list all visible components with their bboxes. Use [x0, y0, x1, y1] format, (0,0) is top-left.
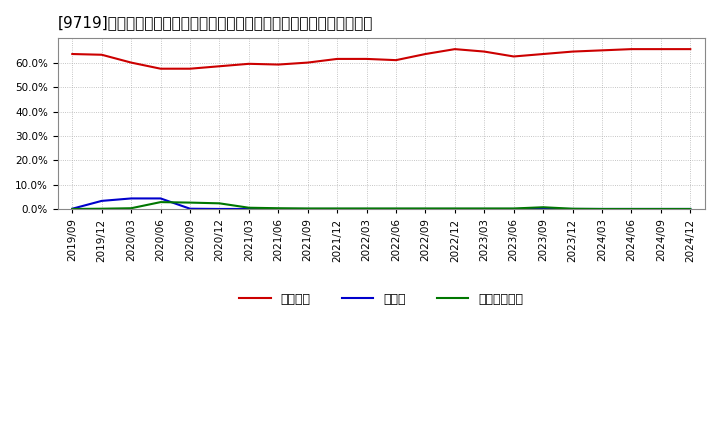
のれん	[657, 206, 665, 212]
繰延税金資産	[392, 206, 400, 211]
自己資本	[215, 64, 224, 69]
繰延税金資産	[303, 206, 312, 211]
繰延税金資産	[657, 206, 665, 212]
Line: 自己資本: 自己資本	[72, 49, 690, 69]
Line: 繰延税金資産: 繰延税金資産	[72, 202, 690, 209]
のれん	[68, 206, 76, 211]
のれん	[215, 206, 224, 212]
自己資本	[657, 47, 665, 52]
のれん	[333, 206, 341, 212]
繰延税金資産	[333, 206, 341, 211]
繰延税金資産	[274, 205, 283, 211]
Line: のれん: のれん	[72, 198, 690, 209]
のれん	[392, 206, 400, 212]
Text: [9719]　自己資本、のれん、繰延税金資産の総資産に対する比率の推移: [9719] 自己資本、のれん、繰延税金資産の総資産に対する比率の推移	[58, 15, 373, 30]
繰延税金資産	[186, 200, 194, 205]
自己資本	[362, 56, 371, 62]
繰延税金資産	[421, 206, 430, 211]
繰延税金資産	[480, 206, 489, 211]
自己資本	[186, 66, 194, 71]
のれん	[127, 196, 135, 201]
繰延税金資産	[127, 205, 135, 211]
のれん	[686, 206, 695, 212]
自己資本	[686, 47, 695, 52]
繰延税金資産	[245, 205, 253, 210]
のれん	[421, 206, 430, 212]
のれん	[362, 206, 371, 212]
のれん	[97, 198, 106, 204]
Legend: 自己資本, のれん, 繰延税金資産: 自己資本, のれん, 繰延税金資産	[235, 288, 528, 311]
自己資本	[156, 66, 165, 71]
自己資本	[68, 51, 76, 57]
繰延税金資産	[686, 206, 695, 212]
自己資本	[510, 54, 518, 59]
自己資本	[392, 58, 400, 63]
自己資本	[539, 51, 547, 57]
自己資本	[568, 49, 577, 54]
自己資本	[127, 60, 135, 65]
のれん	[156, 196, 165, 201]
繰延税金資産	[156, 199, 165, 205]
繰延税金資産	[510, 206, 518, 211]
繰延税金資産	[451, 206, 459, 211]
自己資本	[598, 48, 606, 53]
繰延税金資産	[539, 205, 547, 210]
繰延税金資産	[68, 206, 76, 212]
自己資本	[480, 49, 489, 54]
自己資本	[627, 47, 636, 52]
自己資本	[333, 56, 341, 62]
繰延税金資産	[627, 206, 636, 212]
自己資本	[303, 60, 312, 65]
自己資本	[97, 52, 106, 57]
のれん	[245, 206, 253, 212]
繰延税金資産	[598, 206, 606, 212]
のれん	[451, 206, 459, 212]
繰延税金資産	[568, 206, 577, 211]
自己資本	[421, 51, 430, 57]
のれん	[303, 206, 312, 212]
のれん	[568, 206, 577, 212]
自己資本	[451, 47, 459, 52]
のれん	[274, 206, 283, 212]
のれん	[598, 206, 606, 212]
のれん	[510, 206, 518, 212]
繰延税金資産	[97, 206, 106, 211]
繰延税金資産	[362, 206, 371, 211]
のれん	[627, 206, 636, 212]
自己資本	[245, 61, 253, 66]
自己資本	[274, 62, 283, 67]
繰延税金資産	[215, 201, 224, 206]
のれん	[480, 206, 489, 212]
のれん	[186, 206, 194, 211]
のれん	[539, 206, 547, 212]
